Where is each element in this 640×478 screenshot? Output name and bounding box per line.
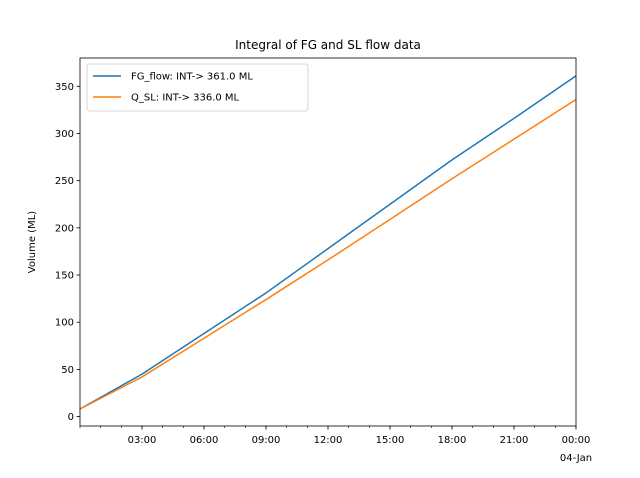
plot-area: 0 50 100 150 200 250 300 350 03:00 06:00 09:00 12:0… <box>55 57 592 464</box>
y-tick-label: 300 <box>55 129 74 140</box>
chart-title: Integral of FG and SL flow data <box>235 38 421 52</box>
y-tick-label: 50 <box>61 365 74 376</box>
y-tick-label: 100 <box>55 318 74 329</box>
x-tick-label: 09:00 <box>252 435 281 446</box>
plot-frame <box>79 57 577 427</box>
y-tick-label: 0 <box>68 412 74 423</box>
series-line-2 <box>79 98 577 410</box>
x-tick-label: 00:00 <box>562 435 591 446</box>
x-tick-label: 12:00 <box>314 435 343 446</box>
x-tick-label: 15:00 <box>376 435 405 446</box>
legend-label-2: Q_SL: INT-> 336.0 ML <box>131 93 240 104</box>
x-tick-label: 03:00 <box>128 435 157 446</box>
y-tick-label: 250 <box>55 176 74 187</box>
y-tick-label: 200 <box>55 223 74 234</box>
x-tick-label: 21:00 <box>500 435 529 446</box>
y-axis-title: Volume (ML) <box>27 211 38 273</box>
legend-box <box>86 63 309 112</box>
y-tick-label: 150 <box>55 271 74 282</box>
y-tick-label: 350 <box>55 82 74 93</box>
legend-label-1: FG_flow: INT-> 361.0 ML <box>131 72 253 83</box>
x-tick-sublabel: 04-Jan <box>560 453 592 464</box>
series-line-1 <box>79 75 577 410</box>
x-tick-label: 06:00 <box>190 435 219 446</box>
x-tick-label: 18:00 <box>438 435 467 446</box>
